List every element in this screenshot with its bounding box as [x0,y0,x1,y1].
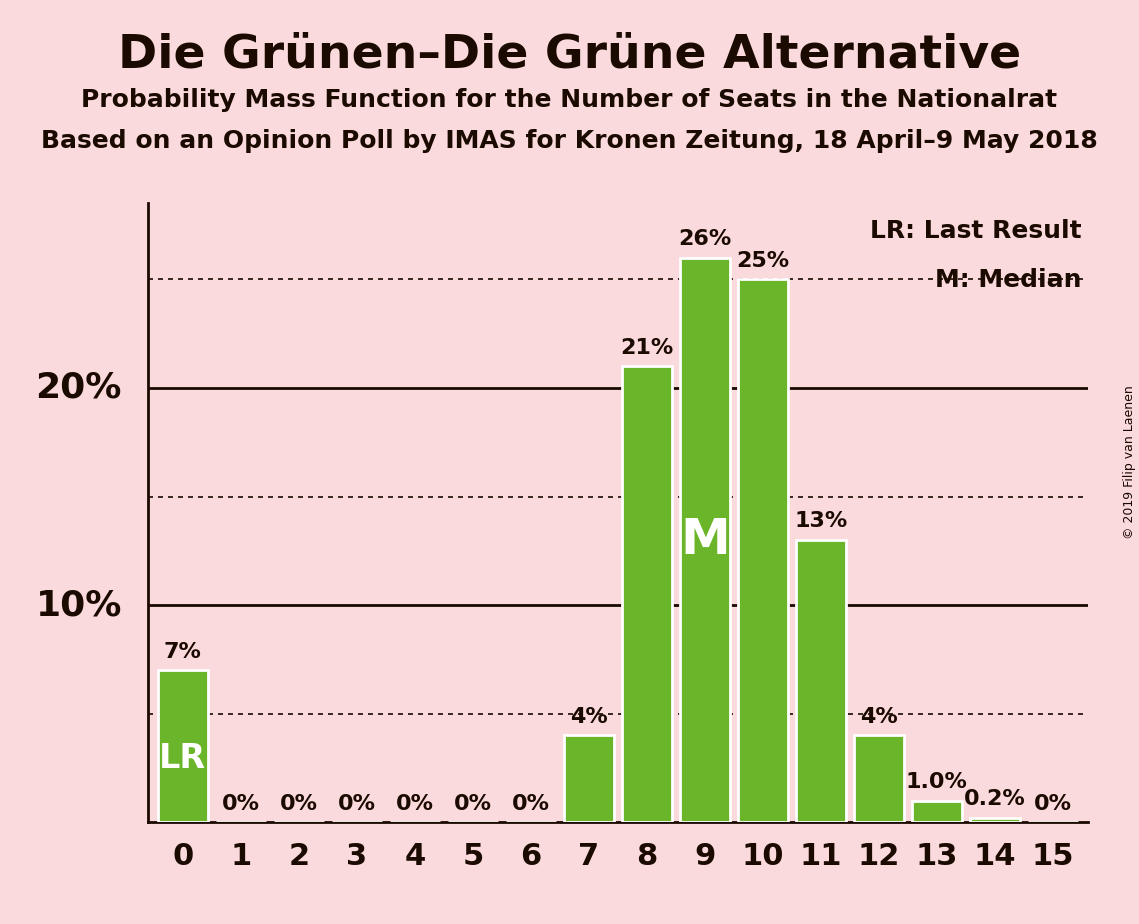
Text: 0%: 0% [1034,794,1072,814]
Text: 0%: 0% [511,794,550,814]
Text: Probability Mass Function for the Number of Seats in the Nationalrat: Probability Mass Function for the Number… [81,88,1058,112]
Text: 13%: 13% [794,511,847,531]
Text: 7%: 7% [164,641,202,662]
Text: 0%: 0% [222,794,260,814]
Text: 0%: 0% [280,794,318,814]
Text: 4%: 4% [860,707,898,727]
Text: 1.0%: 1.0% [906,772,968,792]
Text: LR: LR [159,742,206,775]
Bar [158,670,207,822]
Text: 4%: 4% [570,707,608,727]
Bar [680,258,730,822]
Text: M: Median: M: Median [935,268,1082,292]
Text: 10%: 10% [35,589,122,622]
Text: LR: Last Result: LR: Last Result [870,219,1082,243]
Bar [622,366,672,822]
Bar [796,540,845,822]
Text: 0%: 0% [454,794,492,814]
Text: Based on an Opinion Poll by IMAS for Kronen Zeitung, 18 April–9 May 2018: Based on an Opinion Poll by IMAS for Kro… [41,129,1098,153]
Bar [564,736,614,822]
Text: 0%: 0% [396,794,434,814]
Text: Die Grünen–Die Grüne Alternative: Die Grünen–Die Grüne Alternative [118,32,1021,78]
Text: 0%: 0% [338,794,376,814]
Bar [970,818,1019,822]
Bar [912,800,961,822]
Text: 20%: 20% [35,371,122,405]
Text: 21%: 21% [621,337,673,358]
Bar [738,279,787,822]
Text: 0.2%: 0.2% [964,789,1026,809]
Text: 25%: 25% [736,250,789,271]
Bar [854,736,903,822]
Text: © 2019 Filip van Laenen: © 2019 Filip van Laenen [1123,385,1137,539]
Text: 26%: 26% [679,229,731,249]
Text: M: M [680,516,730,564]
